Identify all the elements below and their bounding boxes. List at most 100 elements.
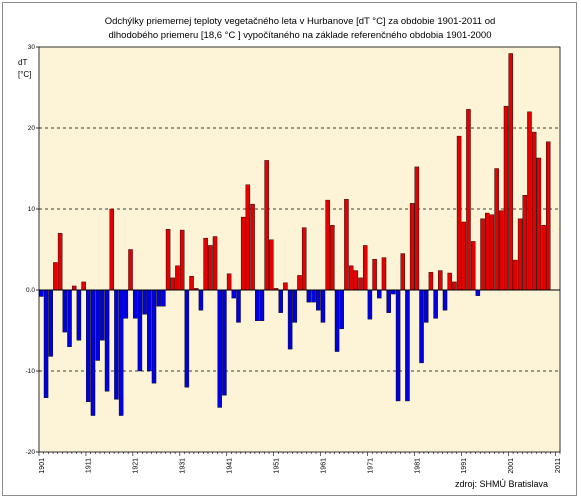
bar-1923 <box>142 289 147 315</box>
bar-1958 <box>306 289 312 303</box>
bar-1912 <box>90 289 96 416</box>
bar-1950 <box>269 239 274 291</box>
bar-1968 <box>353 270 359 291</box>
bar-1914 <box>100 289 105 341</box>
x-tick-label: 1951 <box>273 458 280 474</box>
bar-1927 <box>161 289 166 307</box>
bar-1926 <box>156 289 161 307</box>
bar-1931 <box>179 229 185 291</box>
bar-1909 <box>76 289 82 341</box>
y-tick-label: 0.0 <box>26 287 35 294</box>
bar-1995 <box>480 218 485 291</box>
bar-1980 <box>409 203 415 291</box>
plot-border <box>38 46 561 453</box>
bar-1907 <box>67 289 72 347</box>
bar-1947 <box>255 289 260 321</box>
bar-1982 <box>419 289 424 364</box>
bar-1970 <box>362 245 368 291</box>
bar-1945 <box>245 184 251 291</box>
bar-2004 <box>522 195 528 291</box>
bar-2002 <box>513 259 518 291</box>
bar-1920 <box>128 249 133 291</box>
bar-1999 <box>499 210 504 291</box>
bar-1985 <box>433 289 438 319</box>
bar-1942 <box>231 289 237 299</box>
bar-1963 <box>330 224 335 291</box>
bar-1964 <box>334 289 340 352</box>
bar-1994 <box>475 289 481 296</box>
y-tick-label: 20 <box>28 125 36 132</box>
bar-1962 <box>325 199 330 291</box>
bar-1940 <box>222 289 227 396</box>
bar-1946 <box>250 203 255 291</box>
y-tick-label: -10 <box>26 368 36 375</box>
bar-1981 <box>414 166 420 291</box>
bar-2000 <box>503 105 509 291</box>
bar-1984 <box>428 271 434 291</box>
x-tick-label: 2001 <box>508 458 515 474</box>
bar-1903 <box>48 289 53 357</box>
bar-1977 <box>395 289 401 402</box>
bar-1949 <box>264 160 269 291</box>
bar-1952 <box>278 289 283 313</box>
bar-1917 <box>114 289 119 400</box>
bar-1955 <box>292 289 298 323</box>
x-tick-label: 1971 <box>367 458 374 474</box>
bar-1954 <box>287 289 293 350</box>
bar-1919 <box>123 289 129 319</box>
bar-2009 <box>546 141 551 291</box>
bar-1915 <box>104 289 110 392</box>
bar-1967 <box>348 265 354 291</box>
bar-1916 <box>109 208 114 291</box>
bar-1941 <box>226 273 232 291</box>
bar-1956 <box>297 275 302 291</box>
x-tick-label: 2011 <box>555 458 562 473</box>
bar-1993 <box>470 241 476 291</box>
x-tick-label: 1921 <box>133 458 140 474</box>
chart-title-line-2: dlhodobého priemeru [18,6 °C ] vypočítan… <box>108 30 492 41</box>
bar-2008 <box>541 224 546 291</box>
bar-1938 <box>212 236 218 291</box>
bar-1986 <box>438 270 443 291</box>
bar-1910 <box>81 281 86 291</box>
bar-1979 <box>405 289 410 402</box>
bar-1924 <box>147 289 152 372</box>
bar-1992 <box>466 109 471 291</box>
y-axis-unit: [°C] <box>18 70 32 79</box>
bar-1930 <box>175 265 180 291</box>
y-axis-label: dT <box>18 58 28 67</box>
chart-title-line-1: Odchýlky priemernej teploty vegetačného … <box>104 16 496 27</box>
bar-1933 <box>189 276 194 291</box>
bar-1991 <box>461 221 467 291</box>
bar-1987 <box>442 289 448 311</box>
bar-1944 <box>240 216 246 291</box>
bar-1906 <box>62 289 68 333</box>
bar-1976 <box>391 289 396 295</box>
bar-2005 <box>527 111 532 291</box>
bar-1936 <box>203 237 208 291</box>
bar-1939 <box>217 289 222 408</box>
bar-2006 <box>531 131 537 291</box>
bar-1901 <box>39 289 44 297</box>
bar-1983 <box>423 289 429 323</box>
bar-1978 <box>400 253 406 291</box>
bar-1953 <box>283 282 288 291</box>
bar-1973 <box>377 289 382 299</box>
bar-2001 <box>508 53 513 291</box>
bar-1929 <box>170 277 176 291</box>
bar-1904 <box>53 262 58 291</box>
bar-1969 <box>358 277 363 291</box>
bar-1960 <box>316 289 321 311</box>
bar-1913 <box>95 289 100 361</box>
source-note: zdroj: SHMÚ Bratislava <box>455 479 549 489</box>
bar-1935 <box>198 289 204 311</box>
x-tick-label: 1981 <box>414 458 421 474</box>
y-tick-label: -20 <box>26 449 36 456</box>
x-tick-label: 1941 <box>227 458 234 474</box>
bar-2007 <box>536 157 542 291</box>
x-tick-label: 1931 <box>180 458 187 474</box>
bar-1989 <box>452 281 457 291</box>
bar-1990 <box>456 135 462 291</box>
bar-1921 <box>132 289 138 319</box>
